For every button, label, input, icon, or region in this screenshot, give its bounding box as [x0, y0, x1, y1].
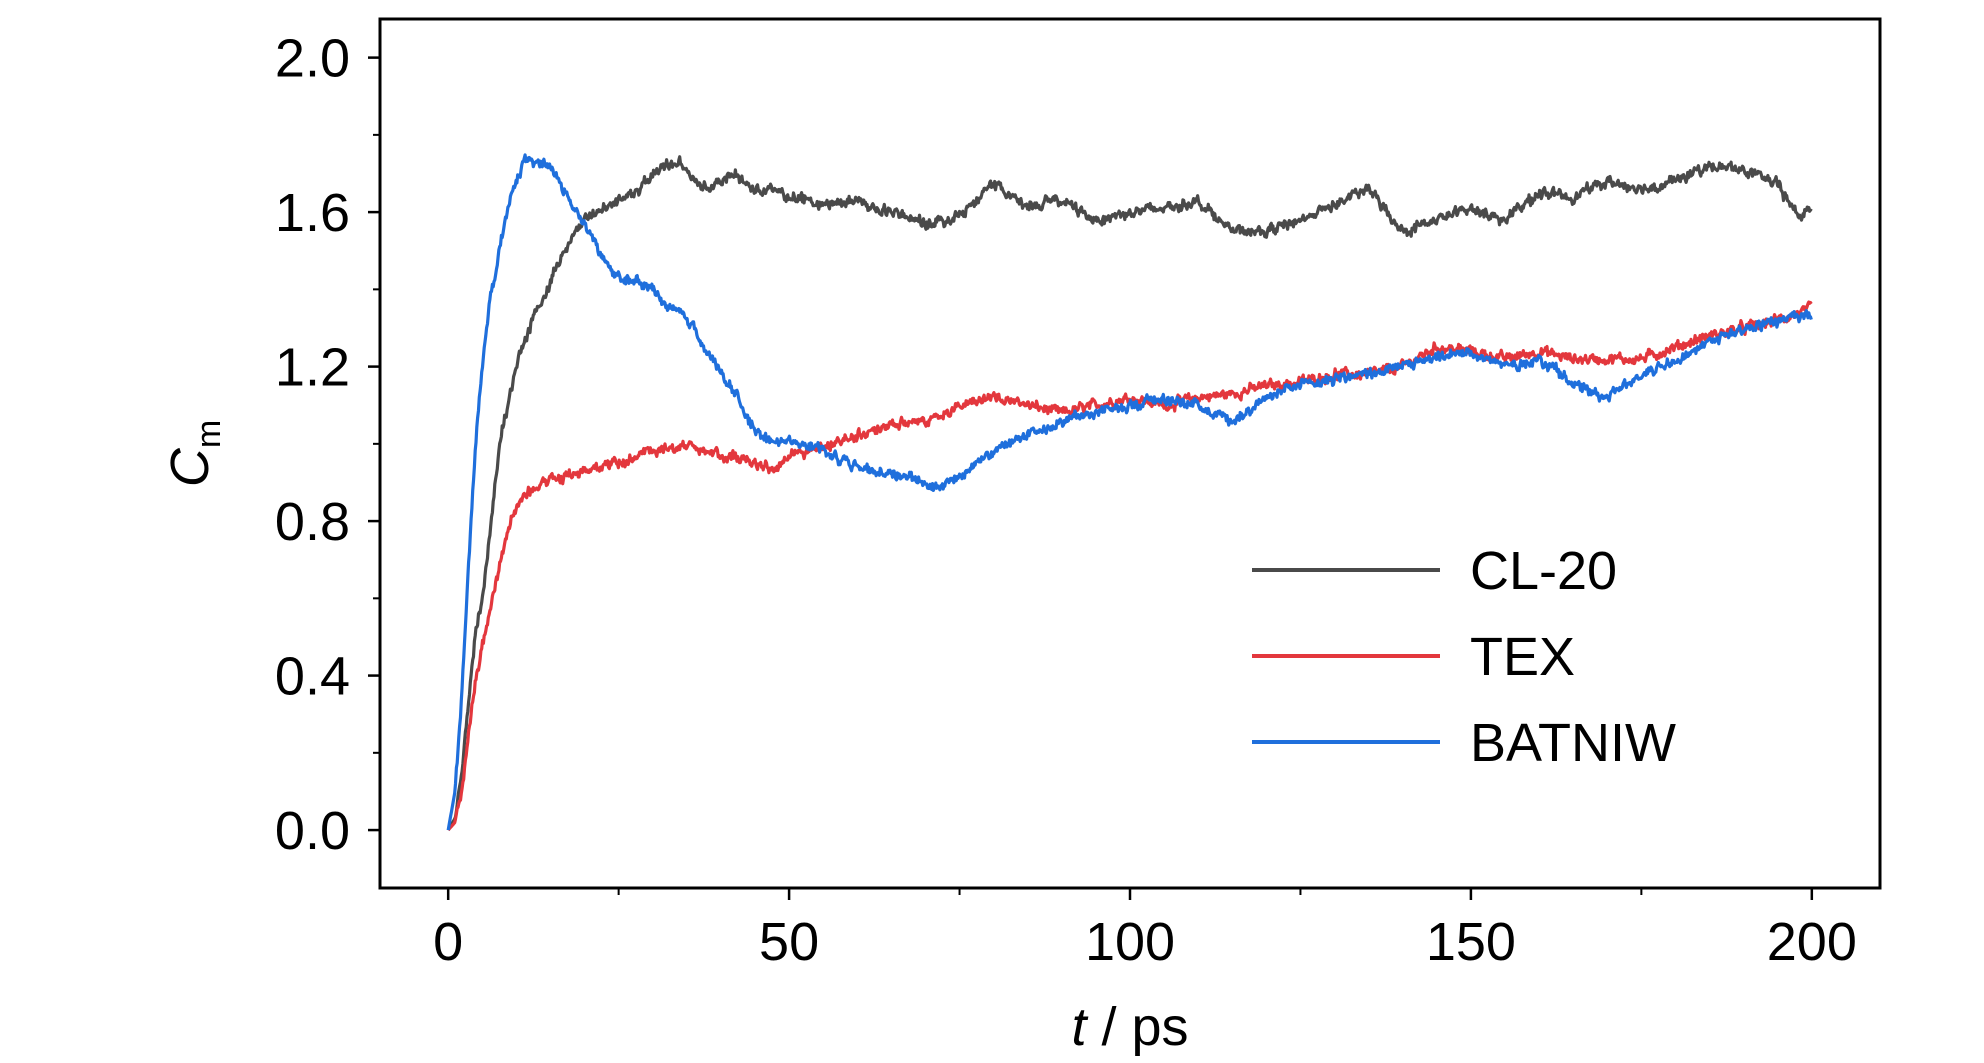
- x-tick-label: 0: [433, 912, 463, 972]
- y-tick-label: 1.2: [275, 338, 350, 398]
- x-axis-title-italic: t: [1071, 997, 1088, 1057]
- x-tick-label: 100: [1085, 912, 1175, 972]
- y-axis-title-main: C: [160, 447, 220, 487]
- series-line-cl-20: [446, 155, 1813, 831]
- x-axis-title: t / ps: [1071, 997, 1188, 1057]
- x-axis-title-unit: / ps: [1086, 997, 1188, 1057]
- series-line-batniw: [446, 153, 1813, 831]
- legend-label-tex: TEX: [1470, 627, 1575, 687]
- x-tick-label: 150: [1426, 912, 1516, 972]
- x-tick-label: 200: [1767, 912, 1857, 972]
- y-axis-title-subscript: m: [190, 420, 228, 448]
- y-tick-label: 1.6: [275, 183, 350, 243]
- y-tick-label: 0.8: [275, 492, 350, 552]
- legend: CL-20 TEX BATNIW: [1240, 520, 1840, 820]
- y-tick-label: 0.0: [275, 801, 350, 861]
- legend-label-batniw: BATNIW: [1470, 713, 1676, 773]
- y-tick-label: 0.4: [275, 647, 350, 707]
- series-layer: [446, 153, 1813, 832]
- x-tick-label: 50: [759, 912, 819, 972]
- y-tick-label: 2.0: [275, 29, 350, 89]
- axis-ticks: 0 50 100 150 200 0.0 0.4 0.8 1.2 1.6 2.0: [275, 29, 1857, 972]
- y-axis-title: Cm: [160, 420, 228, 487]
- legend-label-cl-20: CL-20: [1470, 541, 1617, 601]
